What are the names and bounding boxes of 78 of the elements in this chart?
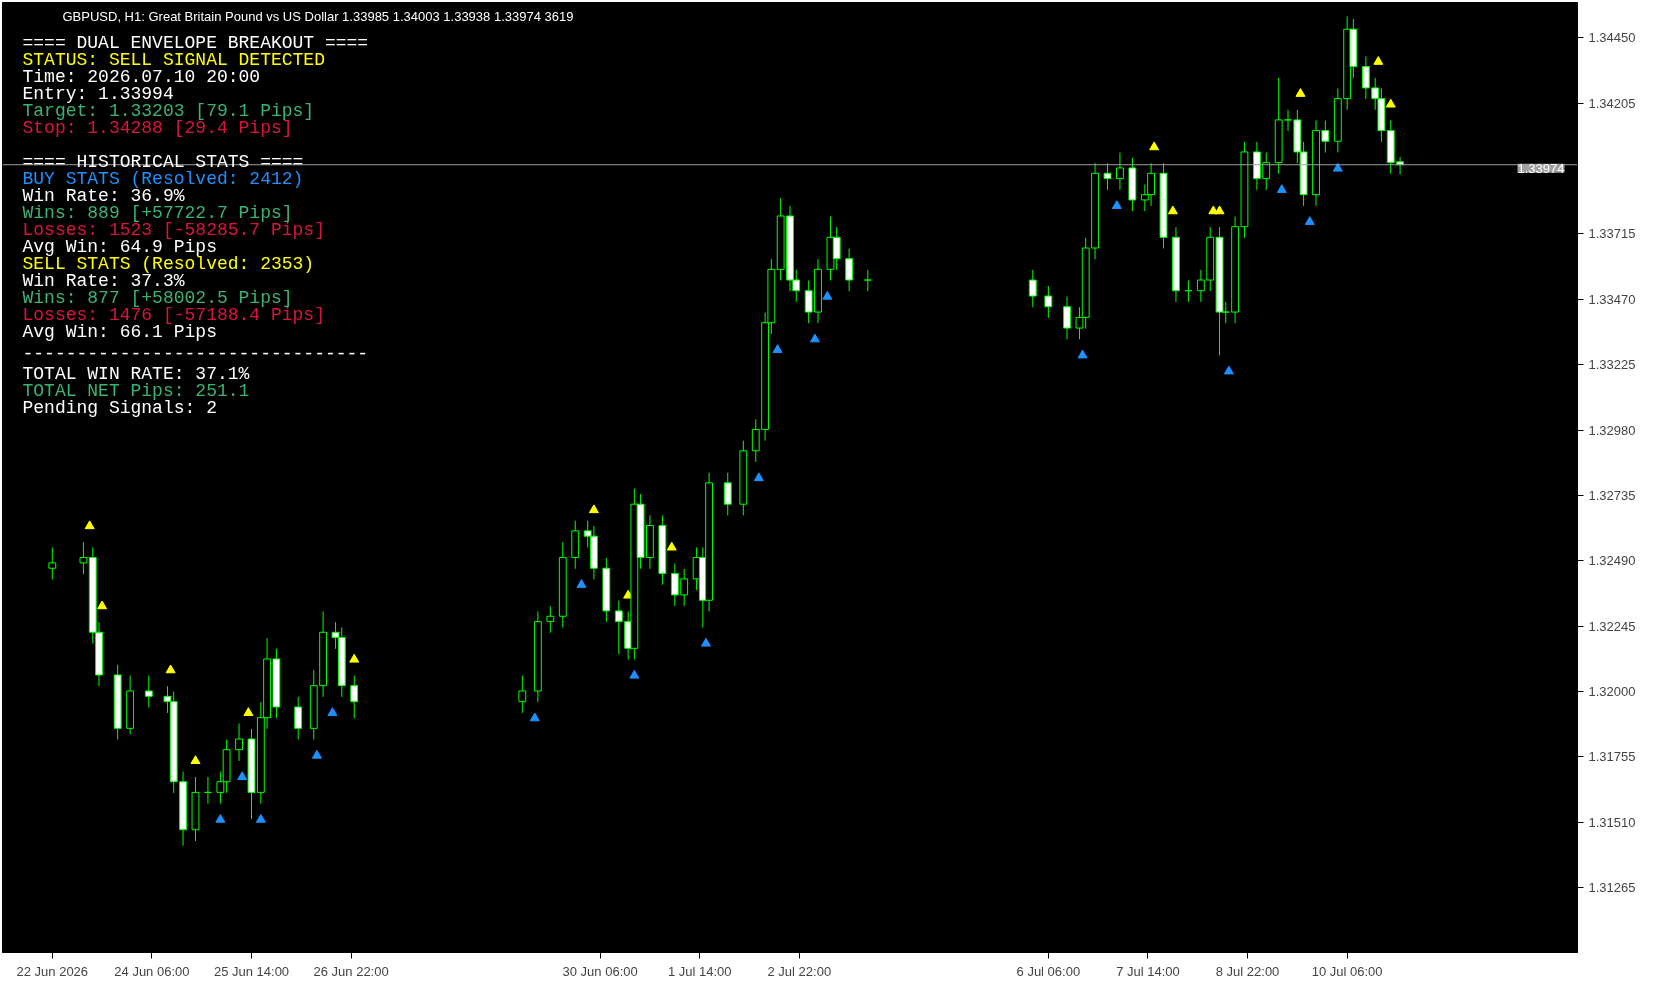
candlestick — [294, 696, 303, 741]
point — [237, 771, 248, 781]
point — [1373, 56, 1384, 65]
candlestick — [1044, 285, 1053, 319]
annotation: Wins: 889 [+57722.7 Pips] — [22, 202, 293, 223]
x-tick-label: 25 Jun 14:00 — [213, 963, 290, 979]
point — [1332, 162, 1343, 172]
point — [255, 813, 266, 823]
y-tick-label: 1.33225 — [1588, 357, 1636, 373]
candlestick — [1116, 151, 1124, 191]
point — [576, 579, 587, 588]
candlestick — [144, 675, 153, 709]
point — [772, 344, 783, 354]
point — [666, 541, 677, 551]
point — [1111, 200, 1122, 209]
ref-line-label: 1.33974 — [1517, 160, 1565, 176]
candlestick — [723, 472, 732, 516]
y-tick-label: 1.34205 — [1588, 95, 1636, 111]
point — [1149, 141, 1160, 151]
point — [529, 712, 540, 722]
candlestick — [863, 269, 872, 292]
point — [629, 669, 640, 679]
x-tick-label: 6 Jul 06:00 — [1016, 963, 1081, 979]
point — [1077, 349, 1088, 359]
candlestick — [350, 675, 359, 719]
candlestick — [1103, 162, 1112, 191]
point — [190, 755, 201, 764]
point — [311, 749, 322, 759]
point — [1223, 365, 1234, 375]
y-tick-label: 1.32980 — [1588, 422, 1636, 438]
x-tick-label: 2 Jul 22:00 — [767, 963, 832, 979]
y-tick-label: 1.31510 — [1588, 814, 1636, 830]
point — [1295, 88, 1306, 97]
point — [327, 707, 338, 716]
annotation: Wins: 877 [+58002.5 Pips] — [22, 287, 293, 308]
point — [1304, 216, 1315, 225]
candlestick — [1028, 269, 1037, 308]
candlestick — [1196, 269, 1205, 303]
point — [700, 637, 711, 647]
point — [84, 520, 95, 530]
x-tick-label: 26 Jun 22:00 — [313, 963, 389, 979]
x-tick-label: 8 Jul 22:00 — [1215, 963, 1280, 979]
x-tick-label: 22 Jun 2026 — [16, 963, 89, 979]
point — [1385, 98, 1396, 108]
point — [588, 504, 599, 514]
y-tick-label: 1.33715 — [1588, 226, 1636, 242]
candlestick — [845, 248, 854, 292]
candlestick — [48, 546, 57, 580]
candlestick — [518, 675, 527, 714]
point — [97, 600, 108, 610]
y-tick-label: 1.32490 — [1588, 553, 1636, 569]
y-tick-label: 1.33470 — [1588, 291, 1636, 307]
x-tick-label: 1 Jul 14:00 — [667, 963, 732, 979]
point — [243, 707, 254, 716]
text: GBPUSD, H1: Great Britain Pound vs US Dollar 1.33985 1.34003 1.33938 1.33974 3619 — [62, 8, 574, 24]
point — [349, 653, 360, 663]
y-tick-label: 1.32245 — [1588, 618, 1636, 634]
annotation: -------------------------------- — [22, 343, 369, 364]
y-tick-label: 1.31755 — [1588, 749, 1636, 765]
point — [1167, 205, 1178, 215]
y-tick-label: 1.31265 — [1588, 880, 1636, 896]
point — [809, 333, 820, 343]
point — [753, 472, 764, 482]
y-tick-label: 1.32000 — [1588, 684, 1636, 700]
candlestick — [235, 723, 243, 762]
x-tick-label: 30 Jun 06:00 — [562, 963, 638, 979]
point — [1214, 205, 1225, 215]
candlestick — [1063, 296, 1071, 340]
x-tick-label: 24 Jun 06:00 — [114, 963, 190, 979]
point — [822, 290, 833, 300]
y-tick-label: 1.34450 — [1588, 30, 1636, 46]
point — [1276, 184, 1287, 193]
x-tick-label: 7 Jul 14:00 — [1116, 963, 1180, 979]
candlestick — [546, 605, 555, 634]
y-tick-label: 1.32735 — [1588, 487, 1636, 503]
x-tick-label: 10 Jul 06:00 — [1311, 963, 1383, 979]
point — [165, 664, 176, 674]
point — [215, 813, 226, 823]
